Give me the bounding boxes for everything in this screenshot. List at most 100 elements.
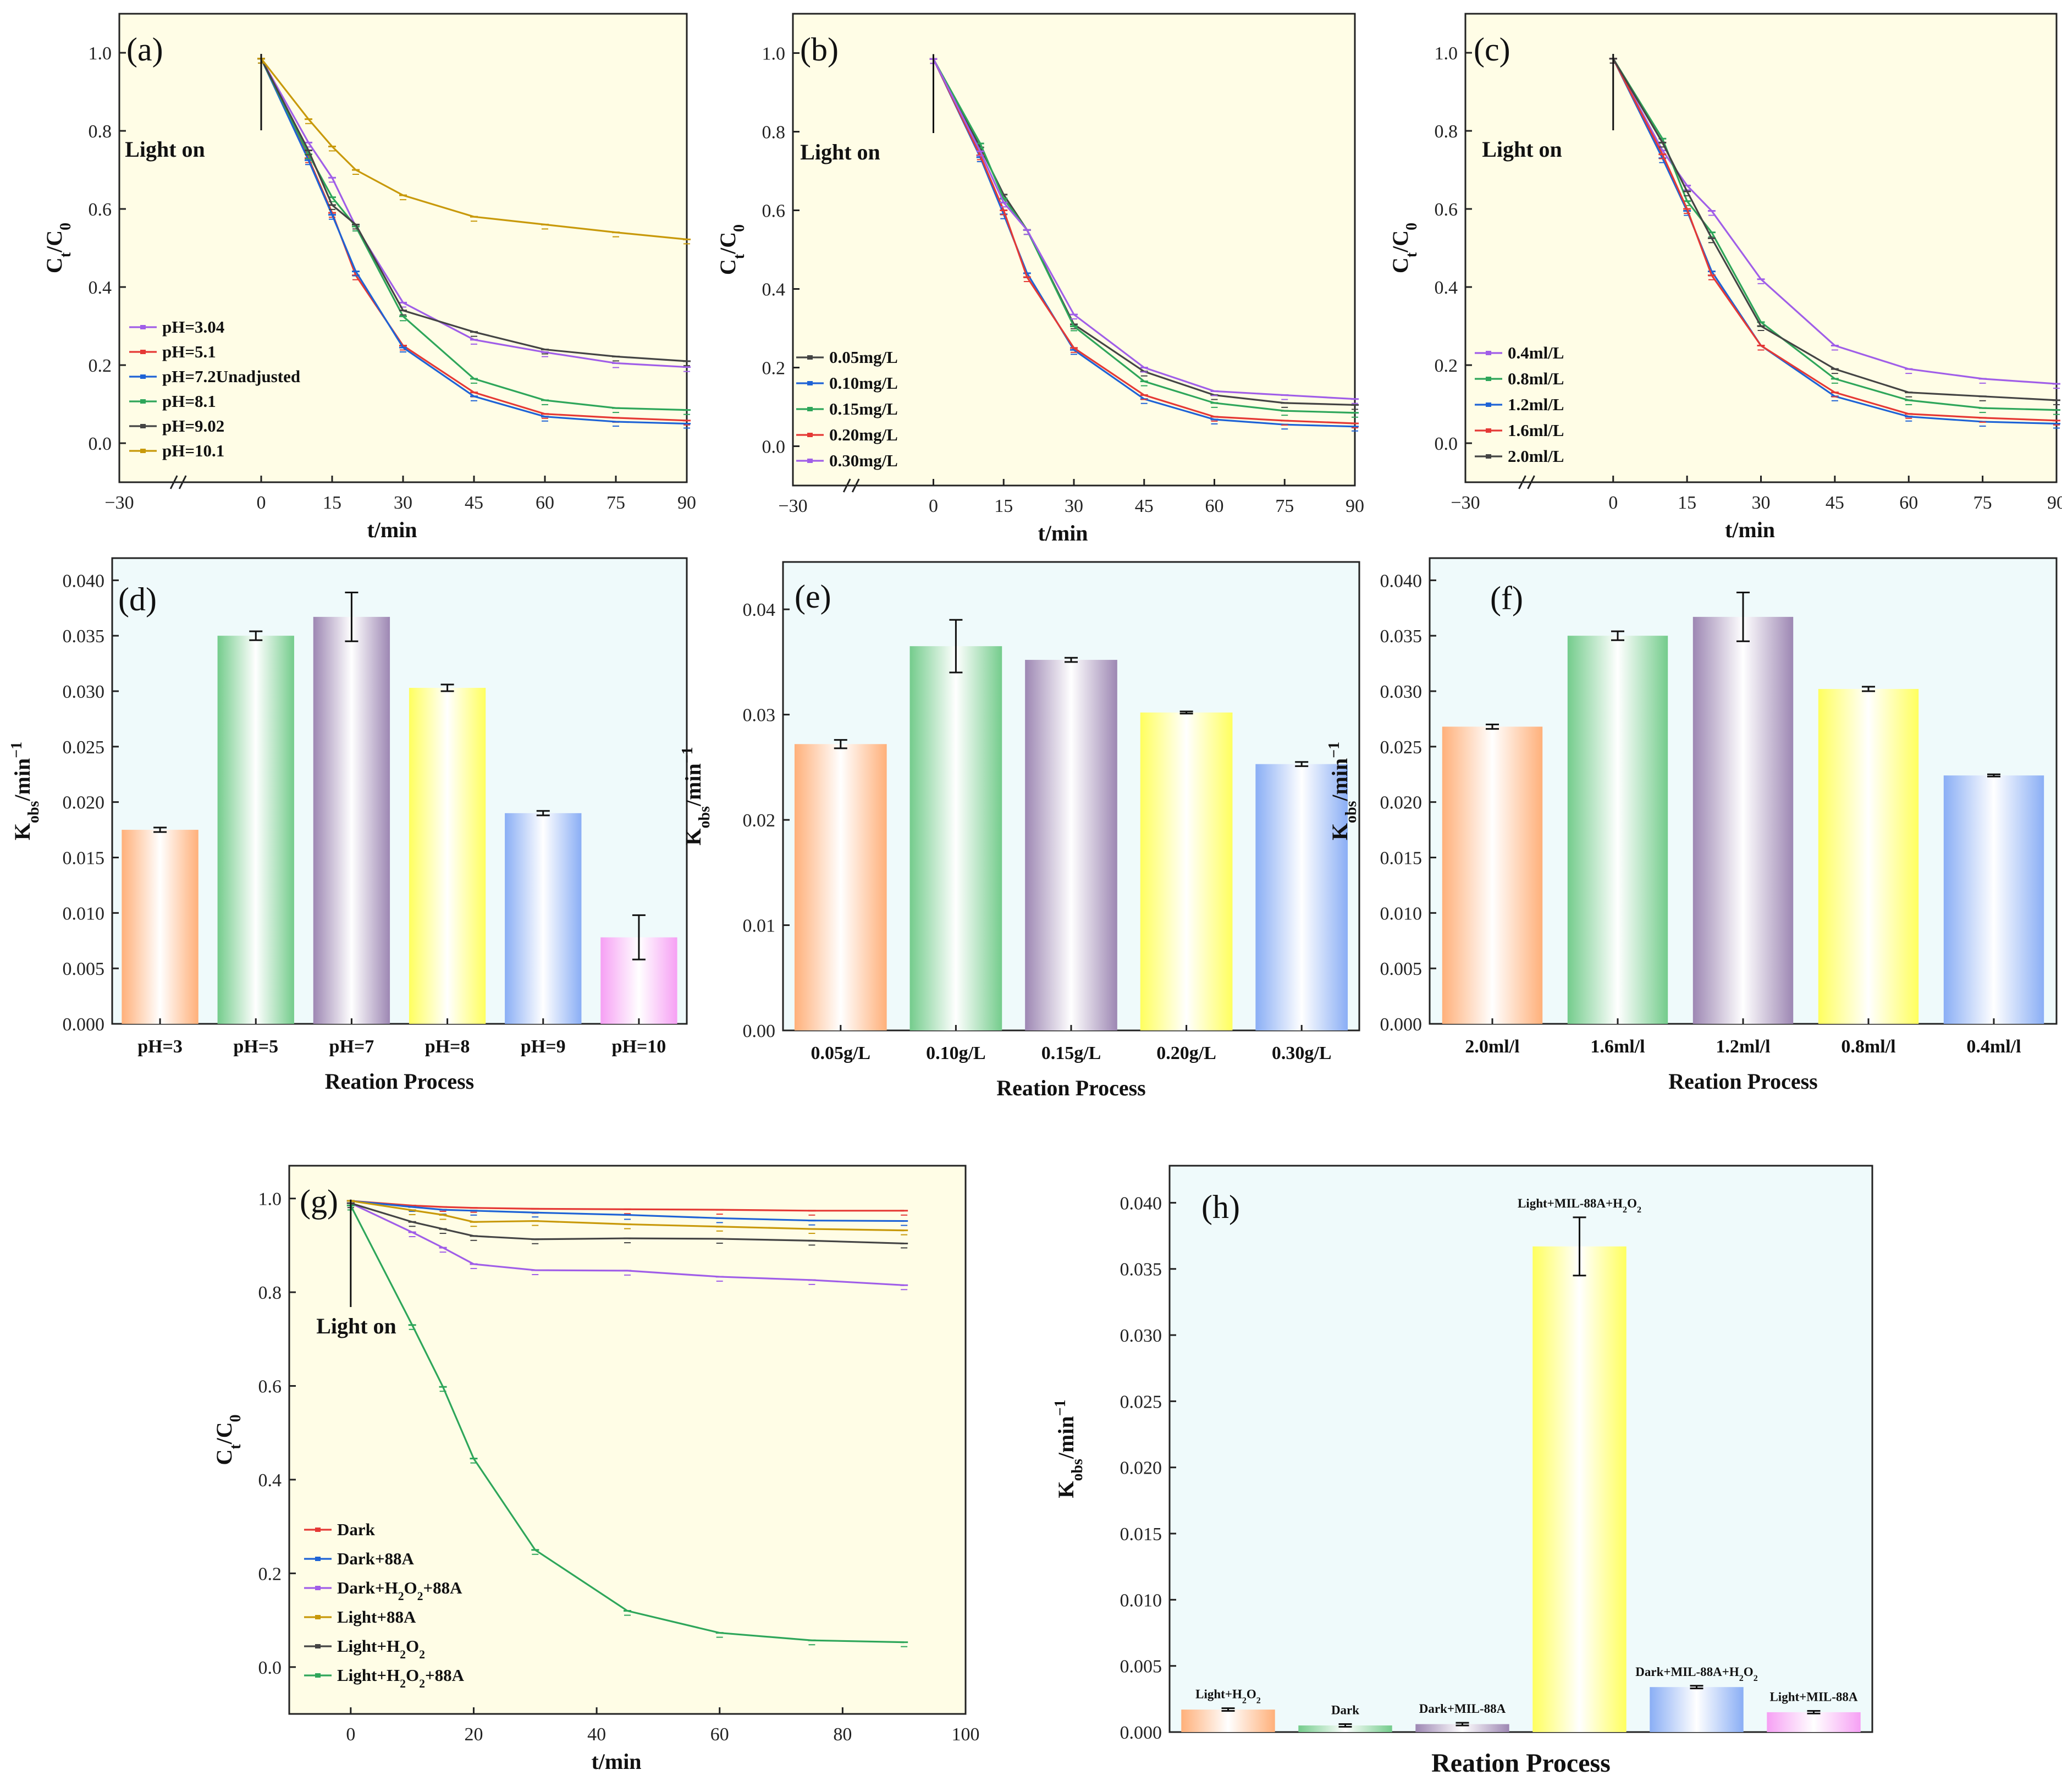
y-tick-label: 0.040 <box>1120 1193 1162 1214</box>
y-tick-label: 0.020 <box>1120 1458 1162 1479</box>
y-axis-label: Ct/C0 <box>715 224 748 275</box>
x-tick-label: 45 <box>1826 493 1844 513</box>
light-on-label: Light on <box>1482 137 1562 162</box>
bar <box>1255 764 1348 1030</box>
x-tick-label: 75 <box>1275 496 1294 516</box>
category-label: 0.05g/L <box>811 1043 870 1063</box>
x-tick-label: 0 <box>1608 493 1618 513</box>
bar-label: Dark+MIL-88A+H2O2 <box>1635 1665 1757 1683</box>
x-tick-label: −30 <box>104 493 134 513</box>
y-tick-label: 0.025 <box>1120 1392 1162 1412</box>
category-label: pH=5 <box>233 1036 278 1057</box>
bar <box>1442 726 1543 1024</box>
category-label: 0.10g/L <box>926 1043 986 1063</box>
y-tick-label: 0.010 <box>1380 903 1423 924</box>
y-tick-label: 0.04 <box>743 600 776 620</box>
x-axis-label: Reation Process <box>1431 1749 1611 1778</box>
x-tick-label: 20 <box>464 1724 483 1745</box>
y-tick-label: 0.030 <box>63 682 105 702</box>
x-tick-label: 60 <box>1205 496 1224 516</box>
bar <box>122 830 199 1024</box>
bar-label: Light+MIL-88A <box>1769 1690 1857 1703</box>
axis-break <box>1527 475 1535 489</box>
legend-label: Light+88A <box>337 1607 416 1626</box>
bar-label: Dark <box>1331 1703 1359 1717</box>
y-tick-label: 0.4 <box>762 280 786 300</box>
legend-label: 0.05mg/L <box>829 348 898 367</box>
bar <box>1567 636 1668 1024</box>
x-tick-label: 90 <box>2047 493 2062 513</box>
panel-g: 0.0 0.2 0.4 0.6 0.8 1.0 (g) 0 20 40 60 80 100 t/min Ct… <box>212 1165 980 1774</box>
bar <box>1298 1725 1392 1732</box>
x-axis-label: t/min <box>591 1749 641 1774</box>
y-tick-label: 0.02 <box>743 810 776 831</box>
axis-break <box>851 478 860 493</box>
x-tick-label: −30 <box>778 496 807 516</box>
panel-label: (c) <box>1474 31 1510 68</box>
category-label: pH=10 <box>612 1036 666 1057</box>
y-tick-label: 0.4 <box>1435 278 1458 298</box>
legend-label: pH=8.1 <box>162 392 216 411</box>
bar <box>1532 1246 1627 1732</box>
category-label: pH=8 <box>425 1036 470 1057</box>
y-tick-label: 0.015 <box>63 848 105 869</box>
axis-break <box>178 475 187 489</box>
x-tick-label: 40 <box>587 1724 606 1745</box>
x-tick-label: 75 <box>1973 493 1992 513</box>
x-tick-label: 15 <box>1678 493 1696 513</box>
y-tick-label: 0.00 <box>743 1021 776 1041</box>
light-on-label: Light on <box>800 140 880 164</box>
x-axis-label: Reation Process <box>325 1069 474 1094</box>
legend-label: 0.10mg/L <box>829 373 898 393</box>
category-label: 0.30g/L <box>1272 1043 1332 1063</box>
x-tick-label: 60 <box>1899 493 1918 513</box>
y-tick-label: 0.010 <box>1120 1590 1162 1611</box>
y-tick-label: 0.040 <box>63 571 105 591</box>
panel-label: (b) <box>800 31 839 68</box>
bar <box>909 646 1002 1030</box>
y-axis-label: Ct/C0 <box>1388 223 1420 273</box>
x-axis-label: t/min <box>367 517 417 542</box>
panel-b: 0.0 0.2 0.4 0.6 0.8 1.0 (b) −30 0 15 30 45 60 75 90 t/m… <box>715 13 1364 545</box>
y-tick-label: 0.2 <box>258 1564 282 1584</box>
y-tick-label: 1.0 <box>258 1189 282 1210</box>
y-tick-label: 0.03 <box>743 705 776 726</box>
x-tick-label: 15 <box>323 493 341 513</box>
bar <box>1692 616 1794 1024</box>
y-tick-label: 0.6 <box>1435 200 1458 220</box>
x-tick-label: 60 <box>536 493 554 513</box>
panel-label: (f) <box>1490 580 1523 616</box>
legend-label: pH=9.02 <box>162 416 224 435</box>
legend-label: 1.2ml/L <box>1508 395 1564 414</box>
y-tick-label: 0.4 <box>89 278 112 298</box>
plot-area <box>118 13 688 483</box>
y-tick-label: 0.010 <box>63 903 105 924</box>
x-tick-label: 60 <box>710 1724 729 1745</box>
y-axis-label: Kobs/min−1 <box>8 742 42 840</box>
panel-c: 0.0 0.2 0.4 0.6 0.8 1.0 (c) −30 0 15 30 45 60 75 90 t/m… <box>1388 13 2062 542</box>
x-tick-label: 0 <box>257 493 266 513</box>
y-tick-label: 0.030 <box>1120 1326 1162 1346</box>
bar <box>1943 775 2044 1024</box>
y-tick-label: 0.005 <box>1380 959 1423 979</box>
category-label: pH=7 <box>329 1036 374 1057</box>
x-tick-label: 45 <box>1135 496 1154 516</box>
y-tick-label: 0.0 <box>762 437 786 457</box>
legend-label: 0.4ml/L <box>1508 343 1564 362</box>
y-axis-label: Kobs/min−1 <box>1326 742 1360 840</box>
y-tick-label: 0.005 <box>63 959 105 979</box>
x-tick-label: 80 <box>833 1724 852 1745</box>
legend-label: Dark <box>337 1520 376 1539</box>
panel-e: 0.00 0.01 0.02 0.03 0.04 (e) 0.05g/L 0.10g/L 0.1… <box>679 561 1360 1100</box>
y-tick-label: 1.0 <box>762 44 786 64</box>
bar <box>1140 712 1233 1030</box>
y-tick-label: 0.025 <box>1380 737 1423 758</box>
bar-label: Light+MIL-88A+H2O2 <box>1518 1196 1641 1215</box>
bar <box>1025 660 1117 1030</box>
x-axis-label: t/min <box>1725 517 1775 542</box>
legend-label: Light+H2O2 <box>337 1636 425 1661</box>
panel-label: (h) <box>1201 1189 1240 1225</box>
y-tick-label: 0.030 <box>1380 682 1423 702</box>
y-tick-label: 0.0 <box>258 1658 282 1678</box>
plot-area <box>111 557 688 1025</box>
